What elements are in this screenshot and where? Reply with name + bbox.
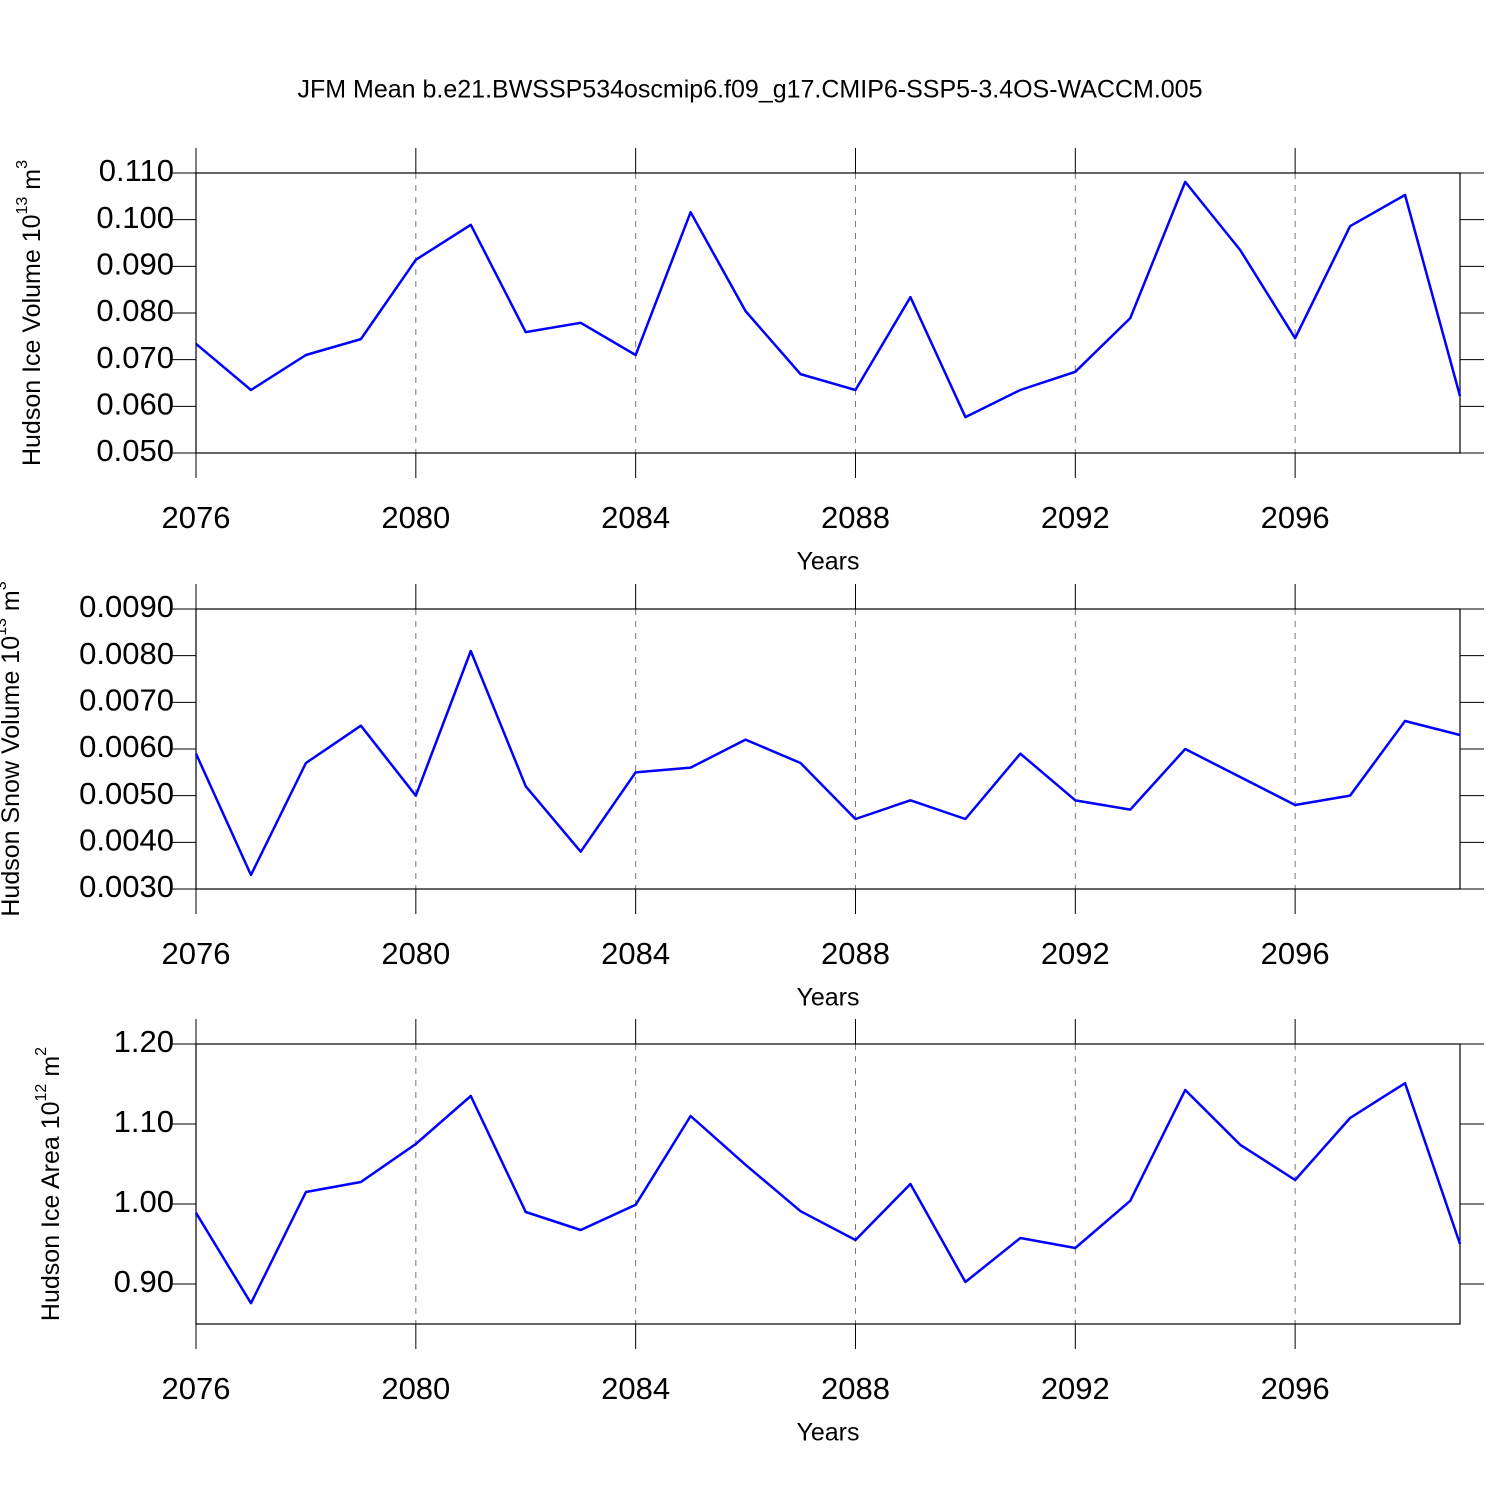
y-tick-label: 0.0040 [79,823,174,858]
data-line [194,1081,1462,1305]
x-tick-label: 2080 [381,500,450,535]
x-axis-label: Years [796,984,859,1012]
y-tick-label: 0.0050 [79,776,174,811]
x-tick-label: 2080 [381,936,450,971]
y-axis-label-part: m [18,169,46,190]
y-axis-label-part: Hudson Ice Area 10 [37,1101,65,1321]
y-tick-label: 1.00 [114,1184,174,1219]
y-tick-label: 0.070 [96,340,174,375]
y-tick-label: 0.0070 [79,683,174,718]
y-axis-label: Hudson Ice Volume 1013 m3 [14,160,45,466]
y-axis-label-superscript: 13 [0,618,10,636]
x-tick-label: 2096 [1261,500,1330,535]
data-line [195,180,1462,419]
y-axis-label: Hudson Snow Volume 1013 m3 [0,581,25,916]
x-tick-label: 2096 [1261,936,1330,971]
y-tick-label: 0.0060 [79,729,174,764]
y-tick-label: 1.20 [114,1024,174,1059]
y-axis-label-superscript: 3 [0,581,10,590]
y-tick-label: 0.100 [96,200,174,235]
y-tick-label: 0.0030 [79,869,174,904]
x-tick-label: 2084 [601,1371,670,1406]
y-tick-label: 0.080 [96,293,174,328]
x-tick-label: 2076 [162,500,231,535]
x-tick-label: 2076 [162,1371,231,1406]
plot-frame [195,608,1461,890]
y-tick-label: 0.050 [96,433,174,468]
x-axis-label: Years [796,1419,859,1447]
y-tick-label: 1.10 [114,1104,174,1139]
y-axis-label-part: Hudson Snow Volume 10 [0,636,25,917]
x-tick-label: 2088 [821,936,890,971]
x-tick-label: 2092 [1041,500,1110,535]
y-tick-label: 0.90 [114,1264,174,1299]
y-axis-label-superscript: 12 [33,1084,50,1102]
y-axis-label-part: m [0,590,25,611]
chart-title: JFM Mean b.e21.BWSSP534oscmip6.f09_g17.C… [297,76,1202,104]
y-axis-label-superscript: 3 [14,160,31,169]
x-tick-label: 2092 [1041,936,1110,971]
x-tick-label: 2088 [821,1371,890,1406]
x-tick-label: 2076 [162,936,231,971]
y-axis-label-superscript: 2 [33,1047,50,1056]
x-tick-label: 2080 [381,1371,450,1406]
y-tick-label: 0.0090 [79,589,174,624]
plot-frame [195,1043,1461,1325]
y-tick-label: 0.060 [96,387,174,422]
y-axis-label-superscript: 13 [14,197,31,215]
x-tick-label: 2092 [1041,1371,1110,1406]
data-line [194,649,1461,877]
y-axis-label-part: m [37,1056,65,1077]
y-tick-label: 0.0080 [79,636,174,671]
y-tick-label: 0.090 [96,247,174,282]
x-tick-label: 2084 [601,936,670,971]
y-tick-label: 0.110 [99,153,174,188]
y-axis-label-part: Hudson Ice Volume 10 [18,214,46,466]
x-tick-label: 2088 [821,500,890,535]
plot-frame [195,172,1461,454]
x-tick-label: 2084 [601,500,670,535]
y-axis-label: Hudson Ice Area 1012 m2 [33,1047,64,1321]
x-tick-label: 2096 [1261,1371,1330,1406]
x-axis-label: Years [796,548,859,576]
